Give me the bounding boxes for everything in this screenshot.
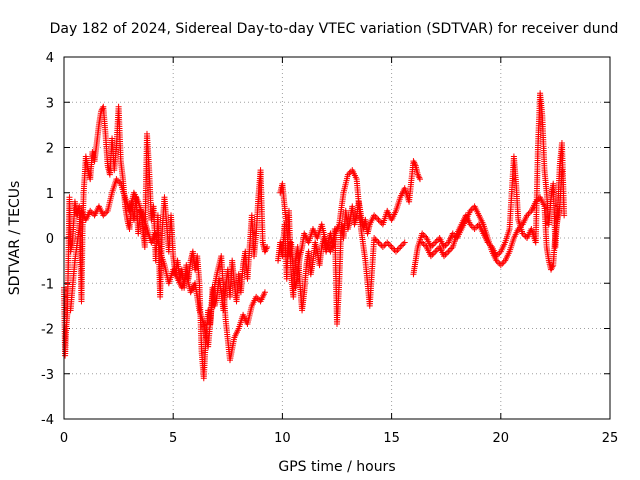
- data-point: [473, 224, 480, 231]
- x-tick-label: 0: [60, 431, 68, 446]
- data-point: [376, 218, 383, 225]
- data-point: [392, 248, 399, 255]
- data-point: [397, 244, 404, 251]
- data-point: [430, 241, 437, 248]
- data-point: [445, 248, 452, 255]
- data-point: [379, 244, 386, 251]
- data-point: [376, 241, 383, 248]
- x-tick-label: 10: [274, 431, 291, 446]
- y-tick-label: -2: [41, 323, 54, 338]
- data-point: [433, 247, 440, 254]
- x-tick-label: 15: [383, 431, 400, 446]
- y-tick-label: 0: [46, 232, 54, 247]
- data-point: [388, 244, 395, 251]
- data-point: [432, 239, 439, 246]
- data-point: [401, 239, 408, 246]
- y-tick-label: 3: [46, 96, 54, 111]
- data-point: [443, 250, 450, 257]
- y-axis-label: SDTVAR / TECUs: [7, 181, 23, 296]
- x-axis-label: GPS time / hours: [278, 459, 395, 475]
- data-point: [400, 241, 407, 248]
- data-point: [374, 215, 381, 222]
- data-point: [395, 245, 402, 252]
- chart-title: Day 182 of 2024, Sidereal Day-to-day VTE…: [50, 21, 619, 37]
- data-point: [561, 212, 568, 219]
- data-point: [394, 247, 401, 254]
- x-tick-label: 5: [169, 431, 177, 446]
- data-point: [381, 242, 388, 249]
- data-point: [432, 248, 439, 255]
- data-point: [387, 242, 394, 249]
- data-point: [374, 238, 381, 245]
- data-point: [446, 247, 453, 254]
- y-tick-label: -4: [41, 413, 54, 428]
- plot-frame: [63, 56, 611, 420]
- y-tick-label: -1: [41, 277, 54, 292]
- data-point: [499, 260, 506, 267]
- data-point: [264, 244, 271, 251]
- x-tick-labels: 0 5 10 15 20 25: [60, 431, 618, 446]
- data-point: [385, 241, 392, 248]
- data-point: [390, 245, 397, 252]
- x-tick-label: 20: [493, 431, 510, 446]
- data-point: [430, 250, 437, 257]
- y-tick-label: 1: [46, 187, 54, 202]
- data-point: [433, 238, 440, 245]
- data-point: [398, 242, 405, 249]
- data-point: [471, 225, 478, 232]
- data-point: [415, 173, 422, 180]
- data-point: [416, 176, 423, 183]
- x-tick-label: 25: [602, 431, 619, 446]
- y-tick-labels: -4 -3 -2 -1 0 1 2 3 4: [41, 51, 54, 428]
- y-tick-label: -3: [41, 368, 54, 383]
- data-point: [497, 262, 504, 269]
- y-tick-label: 2: [46, 142, 54, 157]
- y-tick-label: 4: [46, 51, 54, 66]
- data-point: [261, 289, 268, 296]
- data-point: [384, 239, 391, 246]
- data-markers: [61, 90, 568, 382]
